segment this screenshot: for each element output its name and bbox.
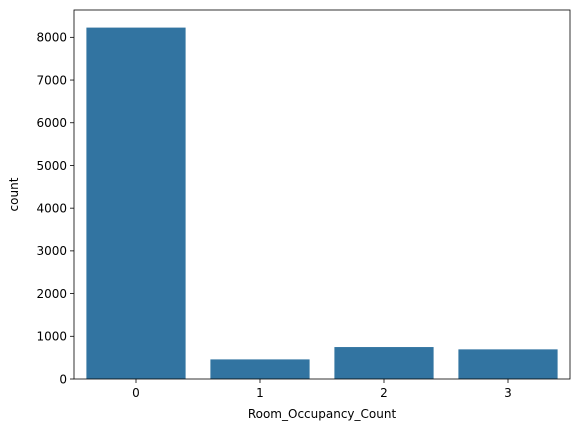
x-axis-ticks: 0 1 2 3 bbox=[132, 379, 512, 400]
y-axis-label: count bbox=[7, 177, 21, 211]
y-tick-label: 0 bbox=[59, 372, 67, 386]
bars-group bbox=[86, 27, 558, 380]
bar-0 bbox=[86, 27, 186, 380]
y-axis-ticks: 0 1000 2000 3000 4000 5000 6000 7000 8000 bbox=[36, 31, 74, 386]
y-tick-label: 8000 bbox=[36, 31, 67, 45]
y-tick-label: 6000 bbox=[36, 116, 67, 130]
plot-frame bbox=[73, 9, 571, 380]
x-tick-label: 2 bbox=[380, 386, 388, 400]
y-tick-label: 3000 bbox=[36, 244, 67, 258]
x-tick-label: 3 bbox=[504, 386, 512, 400]
x-tick-label: 0 bbox=[132, 386, 140, 400]
x-axis-label: Room_Occupancy_Count bbox=[248, 407, 397, 421]
y-tick-label: 2000 bbox=[36, 287, 67, 301]
y-tick-label: 4000 bbox=[36, 201, 67, 215]
bar-2 bbox=[334, 347, 434, 379]
y-tick-label: 1000 bbox=[36, 330, 67, 344]
x-tick-label: 1 bbox=[256, 386, 264, 400]
bar-3 bbox=[458, 349, 558, 379]
bar-1 bbox=[210, 359, 310, 379]
y-tick-label: 7000 bbox=[36, 73, 67, 87]
y-tick-label: 5000 bbox=[36, 159, 67, 173]
